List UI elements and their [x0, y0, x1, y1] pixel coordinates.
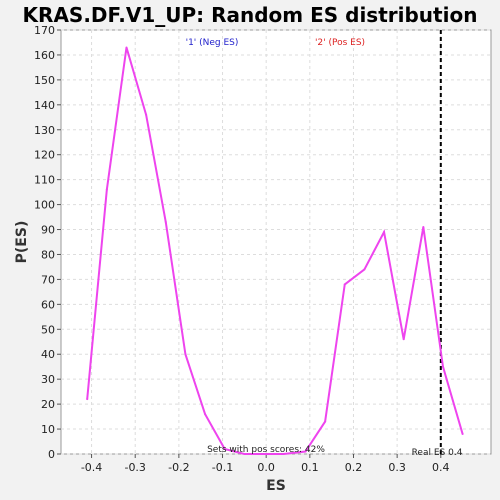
- data-point: [304, 450, 307, 453]
- y-tick-label: 30: [41, 373, 55, 386]
- y-tick-label: 80: [41, 248, 55, 261]
- real-es-label: Real ES 0.4: [412, 448, 463, 458]
- data-point: [282, 453, 285, 455]
- y-ticks: 0 10 20 30 40 50 60 70 80 90 100 110 120 130 140 150 160…: [34, 24, 61, 461]
- data-point: [105, 188, 108, 191]
- y-tick-label: 70: [41, 273, 55, 286]
- data-point: [343, 283, 346, 286]
- data-point: [383, 231, 386, 234]
- y-tick-label: 20: [41, 398, 55, 411]
- series-points: [86, 46, 464, 455]
- neg-es-label: '1' (Neg ES): [186, 38, 239, 48]
- data-point: [402, 338, 405, 341]
- data-point: [324, 420, 327, 423]
- x-tick-label: -0.1: [212, 461, 233, 474]
- x-tick-label: -0.2: [168, 461, 189, 474]
- y-tick-label: 0: [48, 448, 55, 461]
- y-tick-label: 100: [34, 199, 55, 212]
- y-tick-label: 110: [34, 174, 55, 187]
- data-point: [223, 448, 226, 451]
- data-point: [441, 365, 444, 368]
- y-tick-label: 10: [41, 423, 55, 436]
- data-point: [204, 413, 207, 416]
- x-tick-label: 0.3: [388, 461, 406, 474]
- x-tick-label: 0.4: [432, 461, 450, 474]
- x-tick-label: 0.1: [301, 461, 319, 474]
- data-point: [164, 221, 167, 224]
- y-tick-label: 170: [34, 24, 55, 37]
- data-point: [262, 453, 265, 455]
- y-tick-label: 130: [34, 124, 55, 137]
- x-tick-label: -0.4: [81, 461, 102, 474]
- x-axis-label: ES: [266, 478, 286, 494]
- data-point: [363, 268, 366, 271]
- data-point: [243, 453, 246, 455]
- y-tick-label: 120: [34, 149, 55, 162]
- y-tick-label: 40: [41, 348, 55, 361]
- chart-title: KRAS.DF.V1_UP: Random ES distribution: [23, 3, 478, 27]
- x-ticks: -0.4 -0.3 -0.2 -0.1 0.0 0.1 0.2 0.3 0.4: [81, 454, 450, 474]
- x-tick-label: 0.2: [345, 461, 363, 474]
- data-point: [145, 113, 148, 116]
- y-tick-label: 140: [34, 99, 55, 112]
- data-point: [422, 226, 425, 229]
- x-tick-label: -0.3: [124, 461, 145, 474]
- y-tick-label: 150: [34, 74, 55, 87]
- pos-scores-footer: Sets with pos scores: 42%: [207, 445, 325, 455]
- data-point: [86, 398, 89, 401]
- y-tick-label: 160: [34, 49, 55, 62]
- data-point: [125, 46, 128, 49]
- y-axis-label: P(ES): [14, 221, 30, 264]
- x-tick-label: 0.0: [257, 461, 275, 474]
- series-line: [86, 47, 464, 455]
- data-point: [461, 433, 464, 436]
- pos-es-label: '2' (Pos ES): [315, 38, 365, 48]
- y-tick-label: 60: [41, 298, 55, 311]
- y-tick-label: 90: [41, 224, 55, 237]
- data-point: [184, 353, 187, 356]
- plot-area: [60, 29, 492, 455]
- y-tick-label: 50: [41, 323, 55, 336]
